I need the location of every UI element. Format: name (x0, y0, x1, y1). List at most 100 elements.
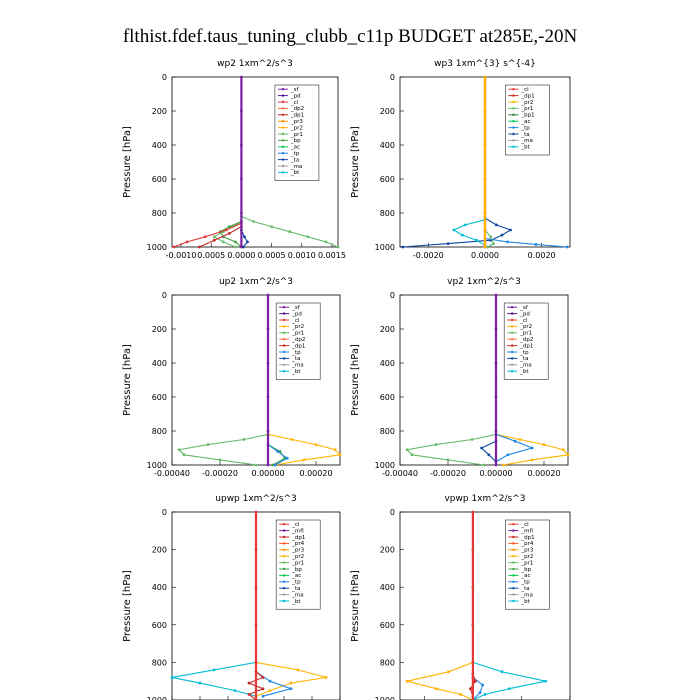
x-tick-label: 0.0000 (227, 251, 255, 260)
series-point-tp (506, 240, 510, 244)
x-tick-label: 0.0020 (528, 251, 556, 260)
series-line-tp (484, 237, 568, 248)
series-point-tp (513, 439, 517, 443)
series-point-sf (240, 245, 243, 249)
legend-label: _pd (519, 311, 530, 317)
legend-marker (512, 599, 515, 603)
legend-marker (510, 331, 514, 334)
x-tick-label: -0.00040 (154, 469, 190, 478)
series-line-pr1 (178, 433, 269, 466)
series-point-pr2 (483, 211, 487, 215)
panel-4: vp2 1xm^2/s^3 Pressure [hPa] 0 200 400 600 800… (350, 277, 570, 478)
series-point-dp1 (227, 232, 231, 235)
y-tick-label: 600 (380, 393, 395, 402)
series-point-ta (487, 453, 491, 457)
legend-marker (512, 535, 515, 539)
legend-label: _dp2 (290, 106, 304, 112)
legend-marker (282, 318, 286, 322)
y-tick-label: 200 (152, 325, 167, 334)
y-tick-label: 800 (380, 427, 395, 436)
x-tick-label: 0.0005 (258, 251, 286, 260)
y-axis-label: Pressure [hPa] (350, 344, 361, 416)
legend-marker (281, 120, 285, 123)
legend-label: _pr2 (520, 100, 533, 106)
series-point-pr1 (182, 453, 186, 457)
legend-marker (282, 306, 286, 309)
series-line-tp (472, 676, 484, 700)
legend-marker (281, 126, 285, 129)
legend-label: _pr1 (291, 560, 304, 566)
series-line-bt (171, 661, 257, 700)
series-line-pr2 (255, 661, 327, 697)
series-point-sf (494, 293, 498, 297)
series-point-bt (544, 679, 548, 683)
legend-marker (512, 94, 515, 97)
series-point-sf (494, 361, 498, 365)
series-point-bt (460, 233, 464, 237)
x-tick-label: -0.0020 (413, 251, 444, 260)
series-point-pr2 (268, 689, 272, 692)
legend-marker (282, 344, 286, 347)
legend-marker (282, 370, 286, 373)
legend-label: _bt (520, 599, 530, 605)
series-point-cl (172, 245, 176, 249)
legend-label: _tp (520, 125, 530, 131)
y-tick-label: 1000 (147, 696, 167, 700)
series-point-bt (452, 228, 456, 232)
series-point-bt (483, 692, 487, 696)
series-point-tp (273, 463, 277, 467)
series-point-bt (170, 676, 174, 679)
legend-label: _bt (290, 170, 300, 176)
series-point-cl (471, 510, 475, 514)
legend-marker (512, 139, 515, 142)
series-point-pr1 (486, 245, 490, 249)
y-tick-label: 600 (380, 175, 395, 184)
series-point-bt (507, 687, 511, 691)
legend-label: _pr2 (291, 554, 304, 560)
y-tick-label: 0 (162, 291, 167, 300)
y-tick-label: 200 (380, 546, 395, 555)
y-axis-label: Pressure [hPa] (122, 570, 133, 642)
series-point-pr2 (483, 75, 487, 79)
x-tick-label: -0.0010 (166, 251, 197, 260)
series-point-pr1 (482, 463, 486, 467)
series-point-dp1 (197, 245, 201, 249)
series-point-pr2 (518, 438, 522, 441)
series-point-pr2 (302, 458, 306, 462)
y-tick-label: 600 (152, 621, 167, 630)
panel-title: wp2 1xm^2/s^3 (217, 59, 293, 69)
series-point-cl (471, 548, 475, 551)
legend-marker (510, 344, 514, 347)
series-point-cl (471, 623, 475, 627)
x-tick-label: 0.0005 (197, 251, 225, 260)
legend-label: _dp1 (291, 535, 305, 541)
series-point-pr2 (483, 177, 487, 181)
series-point-sf (494, 395, 498, 399)
series-point-bp (271, 463, 275, 467)
series-point-bt (233, 689, 237, 692)
y-tick-label: 1000 (147, 243, 167, 252)
series-point-tp (534, 243, 538, 246)
legend-marker (282, 535, 286, 539)
y-tick-label: 800 (380, 209, 395, 218)
legend-label: _pr3 (520, 548, 534, 554)
legend-label: _bt (519, 369, 529, 375)
legend-label: _ma (519, 363, 531, 369)
legend-box (275, 302, 321, 380)
legend-marker (510, 363, 514, 366)
series-point-pr2 (333, 448, 337, 452)
legend-label: _sf (519, 305, 529, 311)
legend-marker (512, 145, 515, 148)
series-point-pr1 (489, 235, 493, 239)
legend-marker (282, 312, 286, 315)
legend-label: _tp (291, 580, 301, 586)
legend-label: _pr4 (291, 541, 305, 547)
y-tick-label: 200 (152, 107, 167, 116)
legend-label: _cl (520, 87, 529, 93)
legend-label: _ta (291, 586, 300, 592)
series-point-pr1 (405, 448, 409, 452)
series-point-pr1 (446, 458, 450, 462)
legend-label: _dp1 (290, 113, 304, 119)
x-tick-label: -0.00020 (430, 469, 466, 478)
series-point-pr2 (338, 453, 342, 457)
